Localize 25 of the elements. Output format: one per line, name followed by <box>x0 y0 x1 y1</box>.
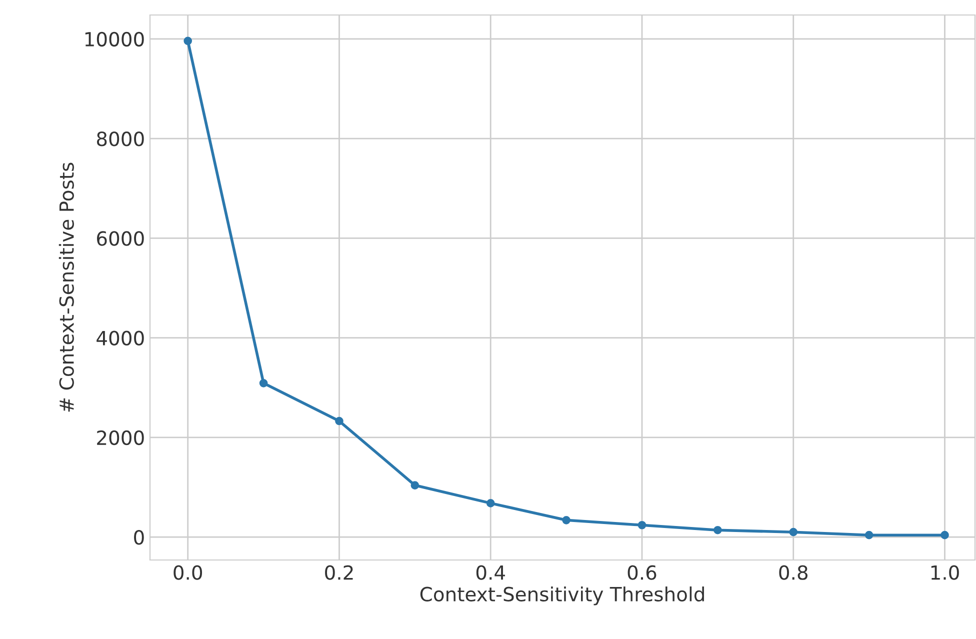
point <box>562 516 570 524</box>
x-tick-label: 0.2 <box>325 565 353 580</box>
point <box>486 499 495 508</box>
y-tick-label: 2000 <box>97 430 144 446</box>
point <box>864 530 874 540</box>
x-tick-label: 0.0 <box>174 565 202 580</box>
point <box>789 528 798 536</box>
point <box>638 520 646 530</box>
x-tick-label: 0.4 <box>476 565 505 580</box>
y-tick-label: 8000 <box>96 132 144 146</box>
y-tick-label: 10000 <box>85 32 144 47</box>
x-tick-label: 1.0 <box>931 565 959 580</box>
point <box>335 416 344 426</box>
y-tick-label: 6000 <box>97 231 144 246</box>
x-axis-title: Context-Sensitivity Threshold <box>420 586 704 606</box>
x-tick-label: 0.8 <box>779 565 808 580</box>
point <box>940 530 949 540</box>
point <box>714 526 722 534</box>
point <box>410 481 420 490</box>
y-axis-title: # Context-Sensitive Posts <box>58 162 74 412</box>
x-tick-label: 0.6 <box>628 565 656 580</box>
point <box>184 36 192 46</box>
y-tick-label: 0 <box>134 530 144 545</box>
point <box>259 378 268 388</box>
y-tick-label: 4000 <box>96 330 144 346</box>
